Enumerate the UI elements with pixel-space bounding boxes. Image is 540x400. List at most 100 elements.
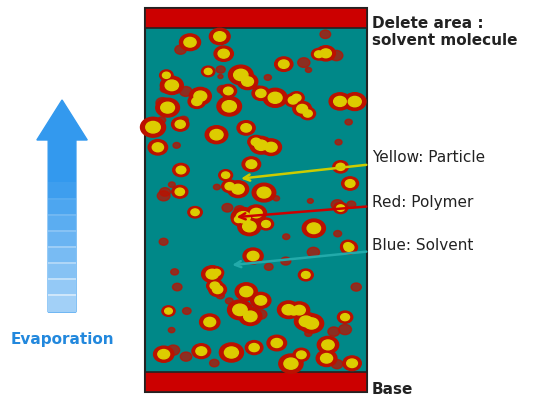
Circle shape	[302, 219, 326, 238]
Circle shape	[156, 98, 179, 117]
Circle shape	[225, 347, 239, 358]
Circle shape	[242, 77, 253, 86]
Circle shape	[318, 336, 339, 353]
Circle shape	[279, 354, 303, 373]
Circle shape	[240, 286, 253, 297]
Circle shape	[200, 314, 220, 330]
Circle shape	[214, 32, 226, 41]
Circle shape	[206, 269, 218, 279]
Circle shape	[285, 94, 301, 107]
Circle shape	[179, 86, 192, 96]
Circle shape	[183, 308, 191, 314]
Circle shape	[236, 212, 251, 223]
Text: Red: Polymer: Red: Polymer	[239, 194, 473, 219]
Circle shape	[175, 188, 185, 196]
Circle shape	[279, 60, 289, 68]
Bar	[48, 230, 76, 248]
Circle shape	[153, 346, 174, 362]
Circle shape	[176, 166, 186, 174]
Circle shape	[190, 88, 211, 105]
Circle shape	[227, 181, 248, 198]
Circle shape	[264, 74, 272, 80]
Circle shape	[246, 205, 266, 221]
Circle shape	[251, 138, 261, 146]
Circle shape	[163, 72, 170, 78]
Circle shape	[168, 182, 176, 187]
Circle shape	[257, 187, 271, 198]
Circle shape	[316, 46, 335, 61]
Circle shape	[298, 58, 310, 68]
Circle shape	[172, 186, 188, 198]
Circle shape	[233, 346, 240, 352]
Circle shape	[282, 305, 295, 315]
Circle shape	[293, 101, 312, 116]
Circle shape	[286, 305, 302, 318]
Circle shape	[334, 230, 342, 237]
Circle shape	[251, 208, 262, 218]
Circle shape	[234, 69, 248, 81]
Circle shape	[165, 308, 172, 314]
Circle shape	[172, 283, 182, 291]
Circle shape	[312, 48, 326, 60]
Circle shape	[244, 221, 253, 228]
Circle shape	[293, 348, 309, 362]
Circle shape	[321, 354, 333, 363]
Circle shape	[224, 87, 233, 95]
Circle shape	[284, 358, 298, 369]
Bar	[48, 262, 76, 280]
Circle shape	[184, 38, 196, 47]
Circle shape	[259, 218, 274, 230]
Circle shape	[347, 359, 357, 368]
Circle shape	[243, 248, 263, 264]
Circle shape	[219, 170, 233, 181]
Circle shape	[351, 283, 361, 291]
Circle shape	[320, 49, 332, 58]
Circle shape	[224, 85, 230, 90]
Circle shape	[241, 124, 252, 132]
Text: Yellow: Particle: Yellow: Particle	[244, 150, 485, 181]
Circle shape	[180, 352, 192, 361]
Circle shape	[347, 98, 358, 107]
Circle shape	[242, 157, 261, 172]
Circle shape	[173, 142, 180, 148]
Circle shape	[168, 328, 175, 333]
Circle shape	[316, 350, 337, 366]
Circle shape	[239, 307, 262, 326]
Bar	[48, 198, 76, 216]
Circle shape	[249, 344, 259, 352]
Circle shape	[339, 324, 352, 335]
Circle shape	[344, 243, 352, 249]
Circle shape	[228, 65, 253, 85]
Circle shape	[267, 335, 287, 351]
FancyArrow shape	[37, 100, 87, 312]
Circle shape	[212, 286, 222, 294]
Circle shape	[238, 73, 258, 90]
Circle shape	[303, 110, 312, 117]
Circle shape	[345, 180, 355, 187]
Text: Evaporation: Evaporation	[10, 332, 114, 347]
Circle shape	[282, 234, 290, 240]
Circle shape	[271, 338, 282, 348]
Circle shape	[289, 302, 309, 318]
Circle shape	[342, 177, 359, 190]
Circle shape	[227, 300, 252, 320]
Circle shape	[175, 120, 185, 128]
Circle shape	[288, 96, 298, 104]
Circle shape	[210, 282, 219, 290]
Circle shape	[158, 350, 170, 359]
Circle shape	[265, 142, 277, 152]
Circle shape	[336, 205, 345, 211]
Circle shape	[222, 101, 237, 112]
Circle shape	[179, 116, 188, 124]
Circle shape	[173, 164, 190, 176]
Circle shape	[256, 89, 266, 98]
Circle shape	[152, 143, 164, 152]
Circle shape	[204, 317, 215, 327]
Circle shape	[260, 89, 269, 96]
Circle shape	[344, 244, 354, 251]
Text: Blue: Solvent: Blue: Solvent	[235, 238, 473, 267]
Circle shape	[307, 199, 313, 203]
Circle shape	[253, 86, 262, 93]
Circle shape	[210, 359, 219, 367]
Circle shape	[258, 145, 266, 151]
